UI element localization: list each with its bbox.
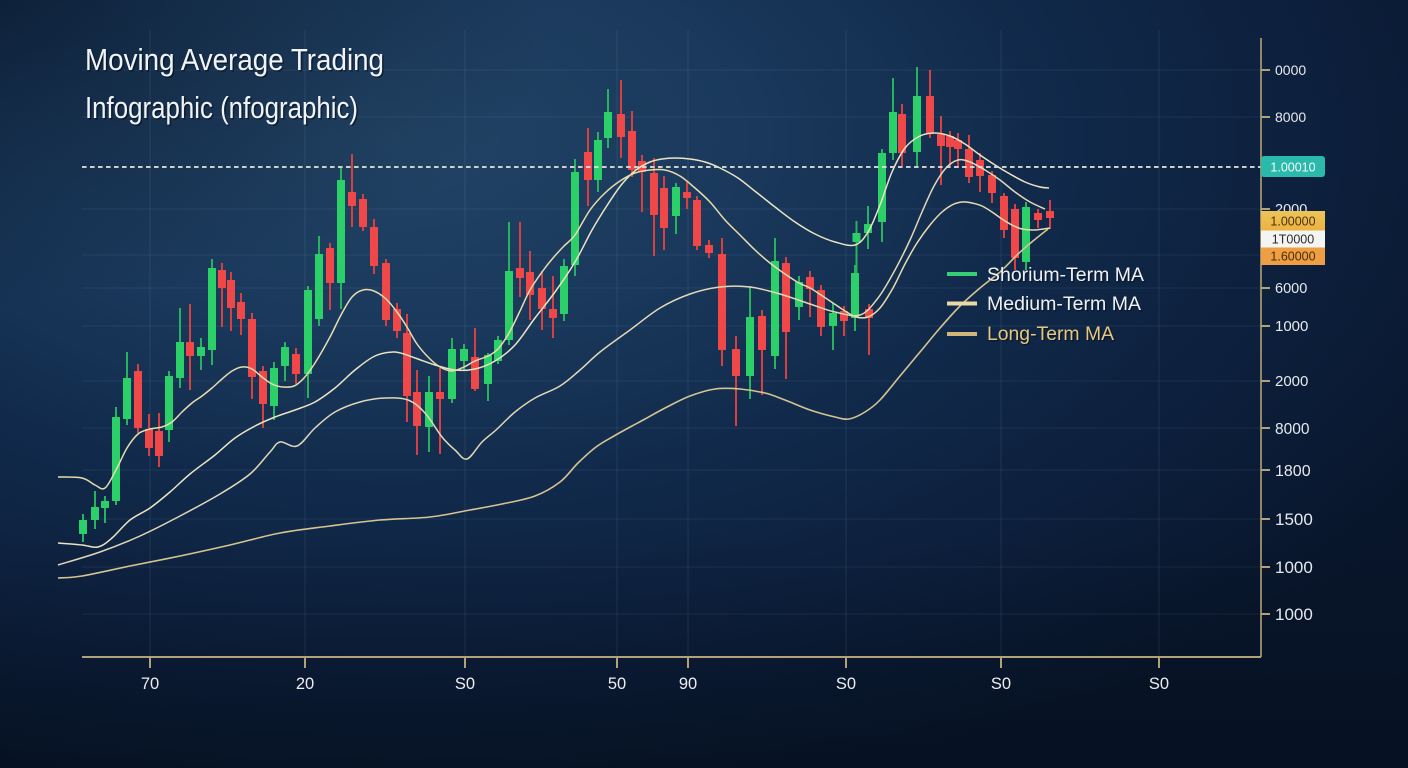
svg-text:90: 90 [679,675,697,693]
svg-text:1500: 1500 [1275,510,1313,529]
svg-text:Infographic (nfographic): Infographic (nfographic) [85,90,358,125]
svg-text:1800: 1800 [1275,463,1311,480]
svg-text:2000: 2000 [1275,373,1308,390]
svg-text:Long-Term MA: Long-Term MA [987,324,1114,345]
svg-text:Medium-Term MA: Medium-Term MA [988,295,1142,316]
svg-text:Long-Term MA: Long-Term MA [988,325,1115,346]
svg-text:1000: 1000 [1275,605,1313,624]
svg-text:Moving Average Trading: Moving Average Trading [85,42,384,77]
svg-text:S0: S0 [836,675,856,693]
svg-text:Infographic (nfographic): Infographic (nfographic) [87,92,360,127]
svg-text:1.00010: 1.00010 [1270,161,1315,175]
svg-text:1.60000: 1.60000 [1270,250,1315,264]
svg-text:Shorium-Term MA: Shorium-Term MA [988,266,1145,287]
svg-text:Medium-Term MA: Medium-Term MA [987,294,1141,315]
svg-text:1.00000: 1.00000 [1270,215,1315,229]
svg-text:8000: 8000 [1275,109,1306,125]
svg-text:20: 20 [296,675,314,693]
svg-text:0000: 0000 [1275,62,1306,78]
svg-text:50: 50 [608,675,626,693]
svg-text:1T0000: 1T0000 [1272,233,1314,247]
svg-text:70: 70 [141,675,159,693]
svg-text:Moving Average Trading: Moving Average Trading [87,44,386,79]
svg-text:S0: S0 [455,675,475,693]
svg-text:Shorium-Term MA: Shorium-Term MA [987,265,1144,286]
svg-text:1000: 1000 [1275,558,1313,577]
svg-text:1000: 1000 [1275,318,1308,335]
svg-text:8000: 8000 [1275,421,1310,438]
svg-text:6000: 6000 [1275,281,1307,297]
svg-text:S0: S0 [991,675,1011,693]
svg-text:S0: S0 [1149,675,1169,693]
